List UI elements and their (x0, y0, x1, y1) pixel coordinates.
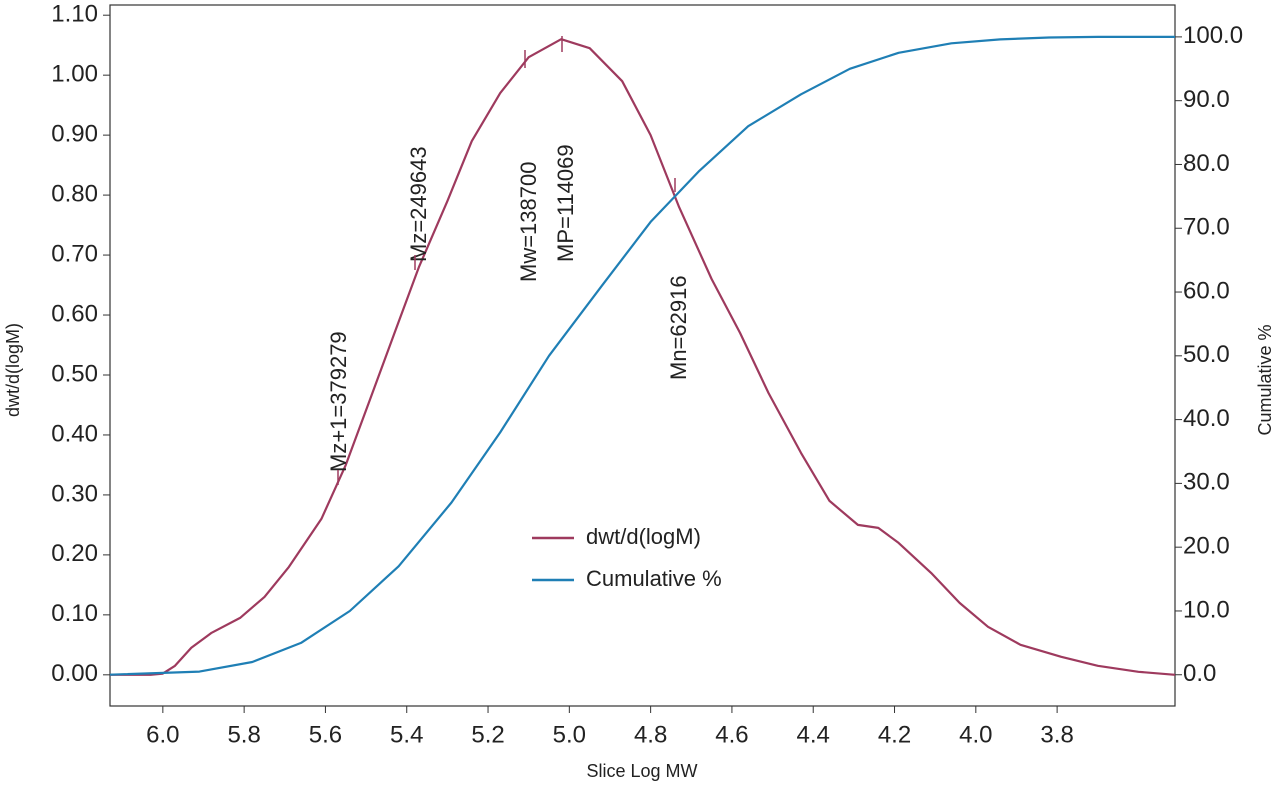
y-axis-label: dwt/d(logM) (3, 323, 23, 417)
y2-tick-label: 30.0 (1183, 469, 1230, 496)
y2-tick-label: 40.0 (1183, 405, 1230, 432)
x-tick-label: 4.6 (715, 721, 748, 748)
annotation: Mw=138700 (516, 162, 541, 282)
legend-label: dwt/d(logM) (586, 524, 701, 549)
x-tick-label: 4.4 (797, 721, 830, 748)
x-tick-label: 4.0 (959, 721, 992, 748)
annotation: Mz=249643 (406, 146, 431, 262)
line-series (110, 38, 1176, 676)
y-tick-label: 0.20 (51, 540, 98, 567)
x-tick-label: 3.8 (1040, 721, 1073, 748)
y-tick-label: 0.80 (51, 180, 98, 207)
legend-label: Cumulative % (586, 566, 722, 591)
y-tick-label: 0.00 (51, 660, 98, 687)
y2-axis-label: Cumulative % (1255, 324, 1275, 435)
y-tick-label: 0.40 (51, 420, 98, 447)
y2-tick-label: 20.0 (1183, 533, 1230, 560)
y-tick-label: 0.50 (51, 360, 98, 387)
y2-tick-label: 10.0 (1183, 596, 1230, 623)
y2-tick-label: 0.0 (1183, 660, 1216, 687)
y2-tick-label: 60.0 (1183, 277, 1230, 304)
y-tick-label: 0.70 (51, 240, 98, 267)
annotation: MP=114069 (553, 144, 578, 262)
x-tick-label: 4.2 (878, 721, 911, 748)
line-series (109, 35, 1175, 676)
annotation: Mz+1=379279 (326, 331, 351, 472)
plot-frame (109, 4, 1176, 707)
y2-tick-label: 100.0 (1183, 22, 1243, 49)
y-tick-label: 1.00 (51, 61, 98, 88)
y2-tick-label: 70.0 (1183, 214, 1230, 241)
y2-tick-label: 50.0 (1183, 341, 1230, 368)
x-axis-label: Slice Log MW (586, 761, 697, 781)
x-tick-label: 5.4 (390, 721, 423, 748)
y2-tick-label: 80.0 (1183, 150, 1230, 177)
y-tick-label: 1.10 (51, 1, 98, 28)
x-tick-label: 5.0 (553, 721, 586, 748)
y-tick-label: 0.90 (51, 120, 98, 147)
y2-tick-label: 90.0 (1183, 86, 1230, 113)
y-tick-label: 0.60 (51, 300, 98, 327)
annotation: Mn=62916 (666, 275, 691, 380)
y-tick-label: 0.10 (51, 600, 98, 627)
x-tick-label: 5.8 (227, 721, 260, 748)
x-tick-label: 5.6 (309, 721, 342, 748)
x-tick-label: 5.2 (471, 721, 504, 748)
x-tick-label: 4.8 (634, 721, 667, 748)
y-tick-label: 0.30 (51, 480, 98, 507)
x-tick-label: 6.0 (146, 721, 179, 748)
